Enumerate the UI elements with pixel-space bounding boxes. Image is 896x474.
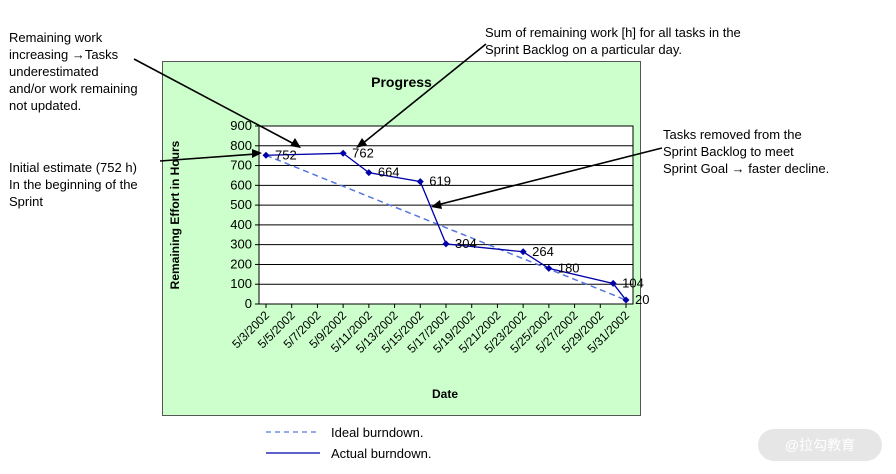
arrow-line — [133, 58, 297, 146]
legend-ideal-label: Ideal burndown. — [331, 425, 424, 440]
arrow-line — [159, 153, 257, 162]
actual-data-point — [519, 248, 527, 256]
y-tick-label: 200 — [230, 256, 252, 271]
y-tick-label: 600 — [230, 177, 252, 192]
data-label: 664 — [378, 165, 400, 180]
arrow-line — [361, 43, 487, 145]
annotation-arrows — [133, 43, 663, 209]
arrow-head — [356, 138, 367, 148]
actual-data-point — [416, 178, 424, 186]
watermark-badge: @拉勾教育 — [758, 429, 882, 461]
arrow-head — [290, 138, 301, 148]
y-tick-label: 800 — [230, 138, 252, 153]
y-tick-label: 100 — [230, 276, 252, 291]
legend-actual-label: Actual burndown. — [331, 446, 432, 461]
data-label: 304 — [455, 236, 477, 251]
actual-data-point — [262, 151, 270, 159]
x-axis-label: Date — [431, 387, 459, 401]
note-sum-remaining: Sum of remaining work [h] for all tasks … — [485, 25, 741, 57]
data-label: 180 — [558, 260, 580, 275]
legend-actual-swatch — [266, 452, 320, 454]
actual-data-point — [545, 264, 553, 272]
data-label: 104 — [622, 275, 644, 290]
chart-title: Progress — [371, 74, 432, 90]
legend-ideal-swatch — [266, 431, 320, 433]
actual-data-point — [609, 279, 617, 287]
arrow-line — [436, 147, 663, 206]
data-label: 20 — [635, 292, 649, 307]
data-label: 752 — [275, 147, 297, 162]
y-tick-label: 700 — [230, 158, 252, 173]
data-label: 264 — [532, 244, 554, 259]
plot-background — [258, 125, 634, 305]
y-tick-label: 300 — [230, 237, 252, 252]
actual-data-point — [339, 149, 347, 157]
y-tick-label: 400 — [230, 217, 252, 232]
y-tick-label: 0 — [245, 296, 252, 311]
actual-data-point — [442, 240, 450, 248]
data-label: 762 — [352, 145, 374, 160]
note-tasks-removed: Tasks removed from the Sprint Backlog to… — [663, 127, 830, 176]
arrow-head — [431, 200, 442, 209]
actual-data-point — [622, 296, 630, 304]
actual-data-point — [365, 169, 373, 177]
note-initial-estimate: Initial estimate (752 h) In the beginnin… — [9, 160, 138, 209]
data-label: 619 — [429, 174, 451, 189]
y-tick-label: 500 — [230, 197, 252, 212]
ideal-burndown-line — [265, 154, 627, 301]
y-tick-label: 900 — [230, 118, 252, 133]
arrow-head — [252, 149, 262, 158]
note-remaining-increasing: Remaining work increasing →Tasks underes… — [9, 30, 138, 113]
